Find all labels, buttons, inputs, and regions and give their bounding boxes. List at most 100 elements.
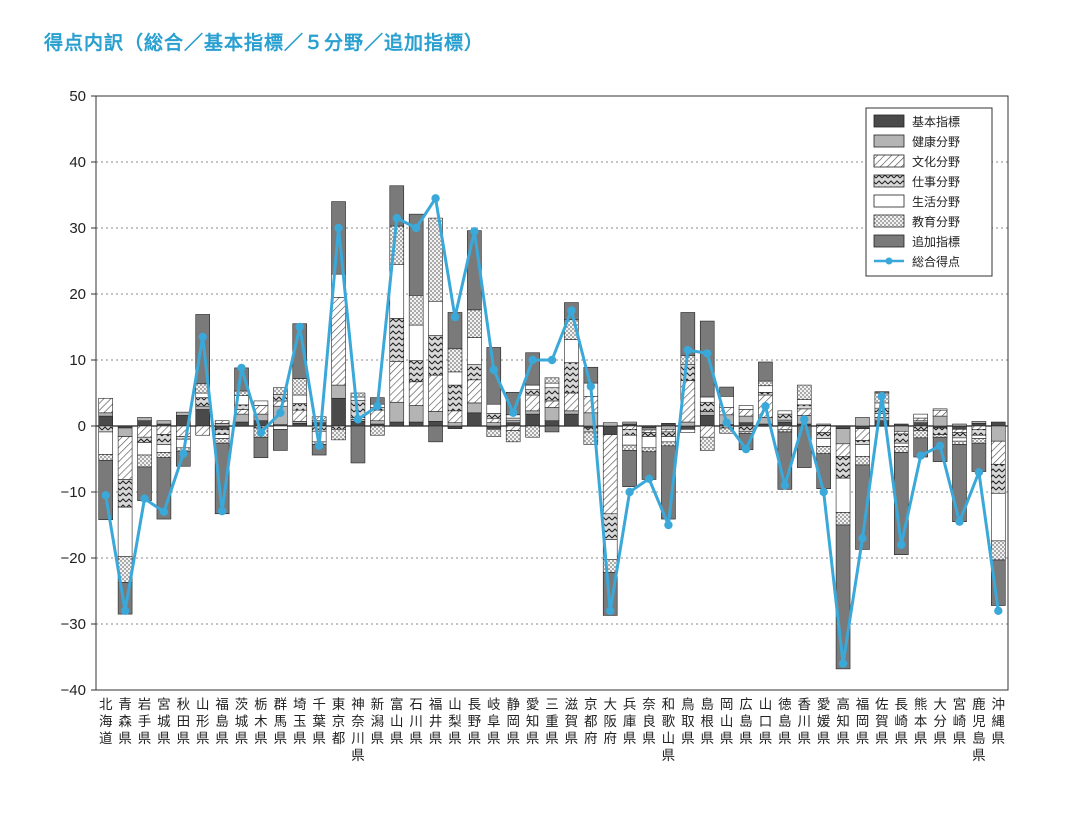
total-score-point — [819, 487, 828, 497]
legend-point-swatch — [885, 257, 893, 265]
legend-swatch — [873, 214, 905, 228]
bar-segment — [311, 416, 327, 422]
bar-segment — [544, 407, 560, 422]
bar-segment — [486, 347, 502, 405]
total-score-point — [683, 345, 693, 355]
bar-segment — [214, 438, 230, 444]
bar-segment — [952, 437, 967, 442]
bar-segment — [137, 454, 152, 468]
category-label: 愛知県 — [526, 697, 540, 747]
bar-segment — [234, 421, 249, 427]
bar-segment — [564, 413, 579, 427]
category-label: 石川県 — [409, 697, 423, 747]
bar-segment — [544, 400, 560, 408]
bar-segment — [855, 440, 870, 445]
bar-segment — [893, 442, 909, 447]
total-score-point — [877, 392, 887, 401]
bar-segment — [952, 432, 967, 439]
bar-segment — [428, 335, 443, 376]
bar-segment — [738, 409, 754, 417]
bar-segment — [564, 362, 579, 394]
category-label: 三重県 — [545, 697, 559, 747]
category-label: 北海道 — [99, 697, 113, 747]
bar-segment — [991, 421, 1006, 427]
bar-segment — [195, 397, 211, 407]
bar-segment — [835, 512, 851, 526]
category-label: 山形県 — [196, 697, 210, 747]
bar-segment — [544, 387, 560, 402]
category-label: 新潟県 — [371, 697, 385, 747]
category-label: 茨城県 — [235, 697, 249, 747]
legend-swatch — [873, 134, 905, 148]
bar-segment — [214, 425, 230, 430]
bar-segment — [777, 428, 793, 433]
bar-segment — [408, 405, 424, 423]
bar-segment — [486, 403, 502, 414]
total-score-point — [722, 418, 731, 427]
category-label: 滋賀県 — [565, 697, 579, 747]
bar-segment — [98, 415, 113, 427]
bar-segment — [641, 447, 657, 453]
legend-swatch — [873, 154, 905, 168]
total-score-point — [528, 355, 537, 365]
bar-segment — [98, 397, 113, 414]
y-tick-label: 20 — [69, 286, 86, 303]
bar-segment — [564, 410, 579, 415]
bar-segment — [971, 428, 987, 436]
category-label: 山口県 — [759, 697, 773, 747]
bar-segment — [447, 384, 463, 412]
legend-label: 追加指標 — [912, 234, 960, 249]
bar-segment — [331, 296, 346, 386]
bar-segment — [971, 438, 987, 444]
bar-segment — [544, 420, 560, 427]
bar-segment — [661, 425, 676, 430]
bar-segment — [370, 420, 385, 425]
bar-segment — [699, 320, 715, 398]
bar-segment — [932, 415, 948, 427]
total-score-point — [897, 540, 906, 549]
total-score-point — [120, 606, 130, 615]
bar-segment — [952, 440, 967, 445]
bar-segment — [932, 434, 948, 438]
bar-segment — [486, 413, 502, 420]
category-label: 岡山県 — [720, 697, 734, 747]
total-score-point — [625, 487, 634, 497]
bar-segment — [253, 400, 269, 406]
bar-segment — [98, 425, 113, 433]
bar-segment — [389, 361, 405, 403]
bar-segment — [680, 364, 696, 381]
bar-segment — [176, 411, 191, 416]
bar-segment — [234, 413, 249, 423]
y-tick-label: 40 — [69, 154, 86, 171]
bar-segment — [699, 436, 715, 451]
total-score-point — [450, 312, 460, 322]
bar-segment — [835, 477, 851, 513]
bar-segment — [389, 421, 405, 427]
bar-segment — [816, 446, 831, 455]
bar-segment — [680, 425, 696, 430]
bar-segment — [428, 425, 443, 443]
total-score-point — [256, 428, 266, 437]
category-label: 福井県 — [429, 697, 443, 747]
bar-segment — [486, 418, 502, 423]
bar-segment — [273, 425, 288, 430]
bar-segment — [156, 452, 172, 458]
bar-segment — [622, 450, 637, 488]
bar-segment — [467, 337, 482, 365]
bar-segment — [971, 434, 987, 439]
legend-label: 基本指標 — [912, 114, 960, 129]
bar-segment — [932, 427, 948, 435]
bar-segment — [835, 425, 851, 429]
category-label: 福岡県 — [856, 697, 870, 747]
bar-segment — [214, 428, 230, 435]
bar-segment — [505, 417, 521, 422]
bar-segment — [467, 412, 482, 427]
total-score-point — [703, 349, 712, 358]
category-label: 神奈川県 — [351, 697, 365, 764]
plot-frame — [95, 95, 1009, 691]
bar-segment — [913, 417, 928, 422]
bar-segment — [292, 394, 308, 404]
category-label: 島根県 — [700, 697, 714, 747]
category-label: 静岡県 — [506, 697, 520, 747]
bar-segment — [758, 385, 773, 393]
